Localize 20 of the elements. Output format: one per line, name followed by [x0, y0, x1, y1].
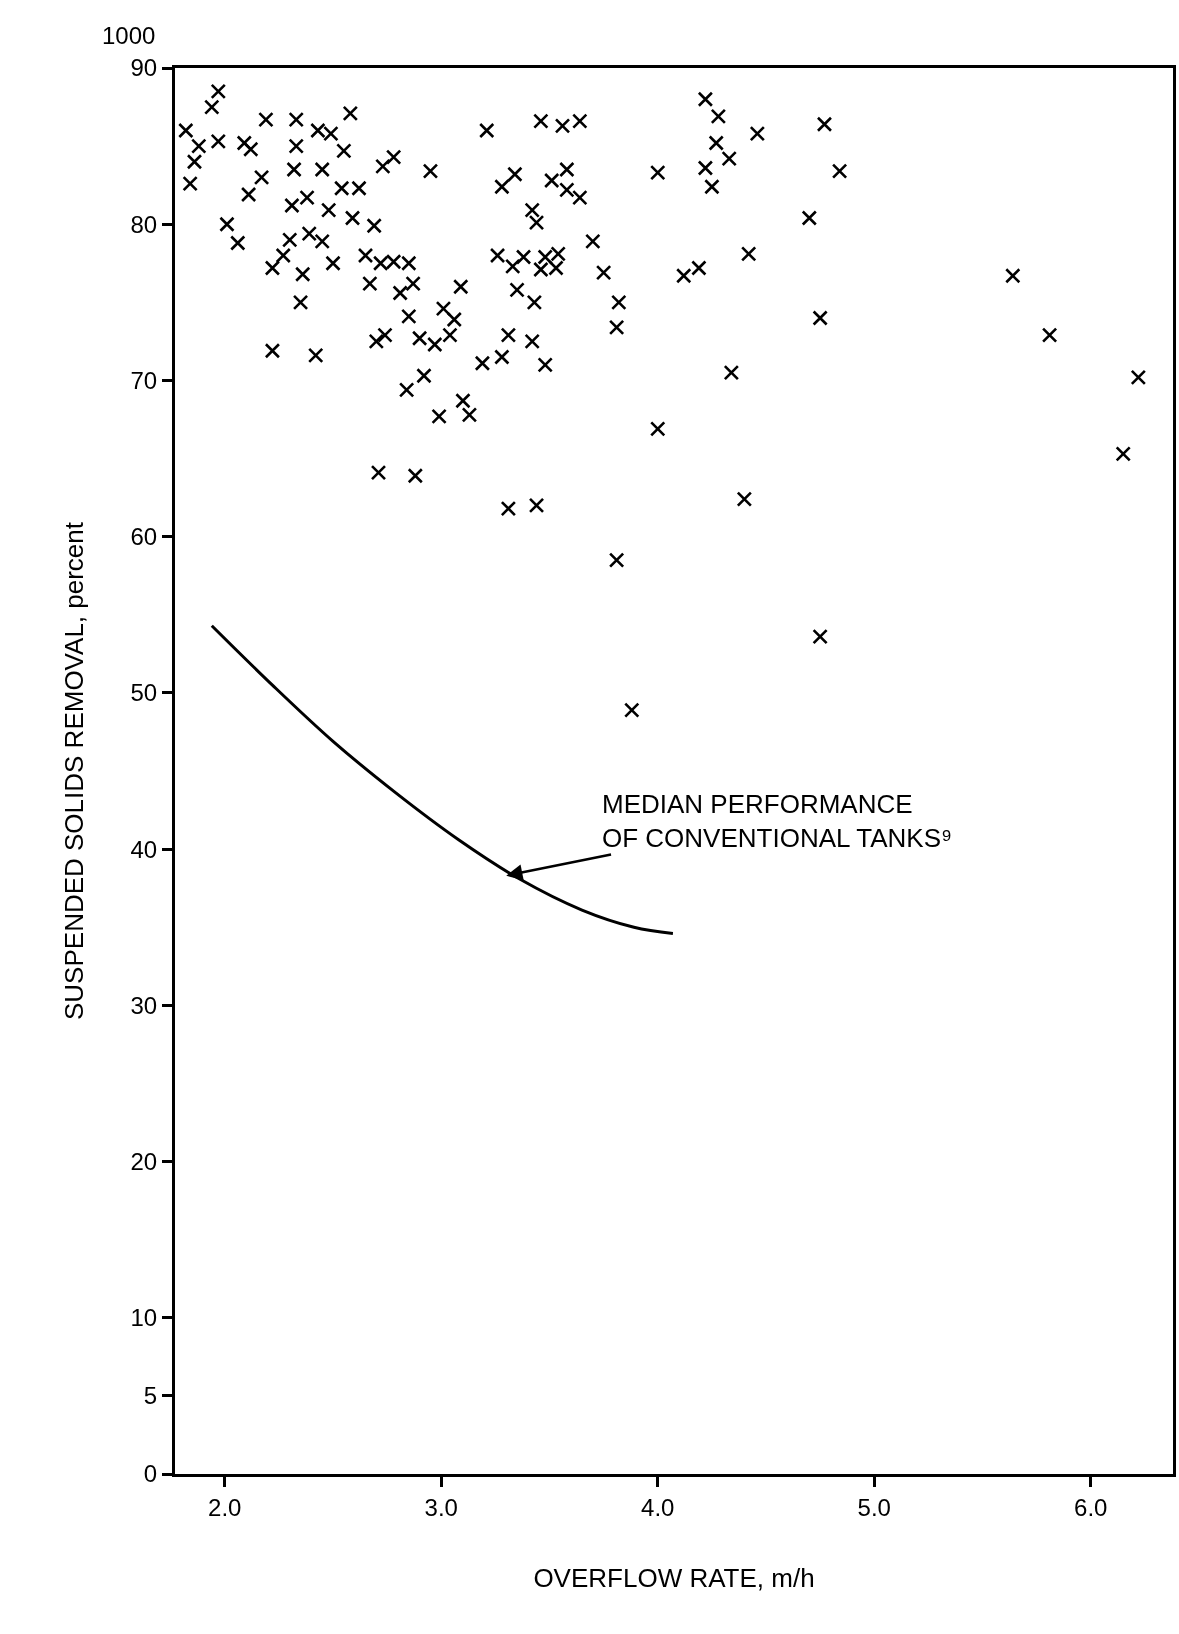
- y-tick-label: 40: [130, 835, 158, 863]
- y-axis-title: SUSPENDED SOLIDS REMOVAL, percent: [58, 521, 89, 1021]
- y-tick-label: 5: [143, 1382, 158, 1410]
- y-tick-label: 0: [143, 1460, 158, 1488]
- annotation: MEDIAN PERFORMANCE OF CONVENTIONAL TANKS⁹: [602, 789, 953, 853]
- y-tick-label: 80: [130, 210, 158, 238]
- y-tick-label: 30: [130, 991, 158, 1019]
- y-tick-label: 70: [130, 366, 158, 394]
- text: 1000: [102, 22, 156, 49]
- y-tick-label: 10: [130, 1304, 158, 1332]
- x-tick-label: 3.0: [424, 1493, 458, 1521]
- y-tick-label: 20: [130, 1147, 158, 1175]
- x-tick-label: 6.0: [1074, 1493, 1108, 1521]
- x-axis-title: OVERFLOW RATE, m/h: [533, 1563, 815, 1594]
- y-tick-label: 50: [130, 679, 158, 707]
- y-tick-label: 60: [130, 523, 158, 551]
- x-tick-label: 5.0: [857, 1493, 891, 1521]
- x-tick-label: 4.0: [641, 1493, 675, 1521]
- x-tick-label: 2.0: [208, 1493, 242, 1521]
- y-tick-label: 90: [130, 54, 158, 82]
